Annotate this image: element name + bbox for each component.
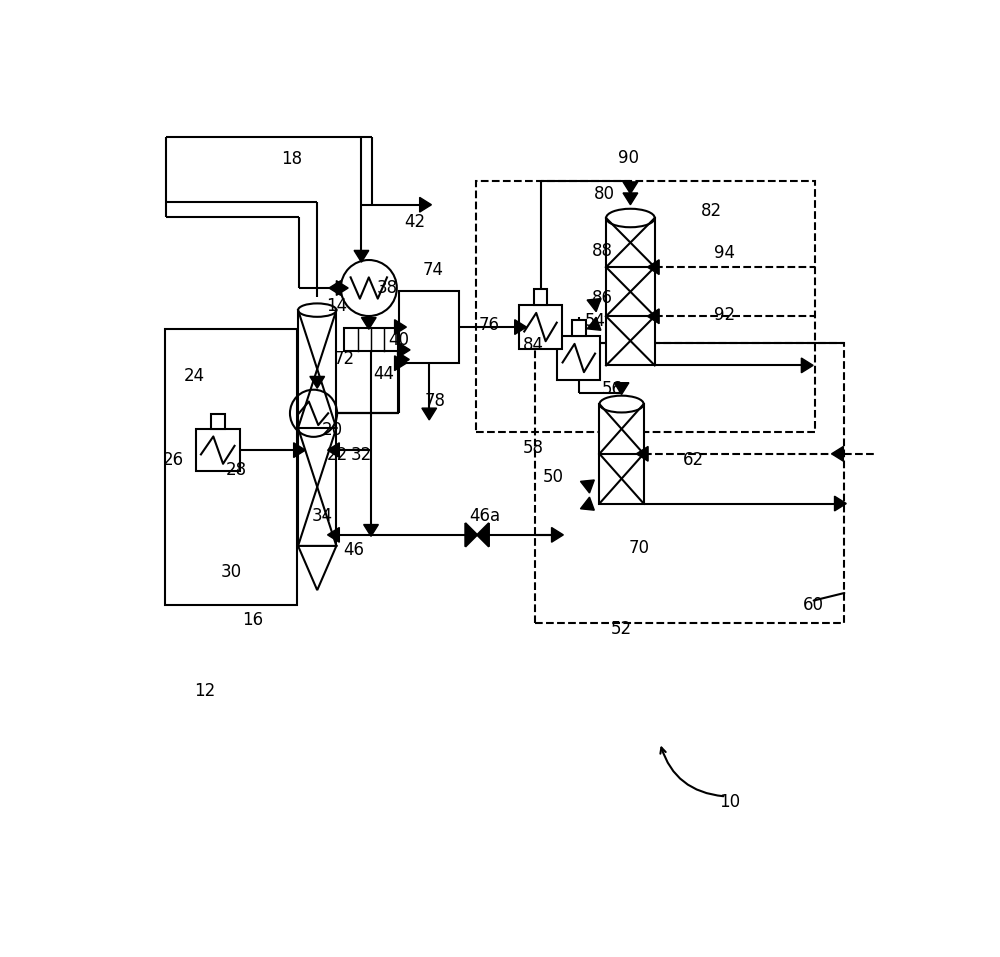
Polygon shape — [398, 343, 410, 357]
Bar — [476, 181, 815, 432]
Bar — [344, 328, 398, 351]
Text: 30: 30 — [220, 563, 242, 581]
Polygon shape — [398, 352, 409, 367]
Text: 92: 92 — [714, 306, 735, 324]
Polygon shape — [636, 446, 648, 461]
Text: 18: 18 — [281, 150, 302, 168]
Polygon shape — [832, 446, 843, 461]
Bar — [519, 305, 562, 349]
Text: 16: 16 — [243, 611, 264, 629]
Text: 22: 22 — [326, 446, 348, 464]
Polygon shape — [354, 251, 369, 262]
Text: 40: 40 — [388, 330, 409, 348]
Polygon shape — [420, 197, 431, 212]
Polygon shape — [328, 443, 339, 457]
Text: 94: 94 — [714, 244, 735, 262]
Polygon shape — [361, 318, 376, 329]
Text: 12: 12 — [194, 682, 215, 701]
Polygon shape — [395, 320, 406, 334]
Polygon shape — [580, 480, 594, 493]
Text: 38: 38 — [377, 279, 398, 297]
Text: 34: 34 — [312, 507, 333, 525]
Polygon shape — [422, 408, 437, 420]
Text: 76: 76 — [478, 316, 499, 334]
Text: 54: 54 — [585, 312, 606, 330]
Bar — [606, 218, 655, 366]
Bar — [165, 328, 297, 605]
Polygon shape — [395, 356, 406, 370]
Polygon shape — [294, 443, 305, 457]
Ellipse shape — [606, 209, 655, 227]
Polygon shape — [801, 358, 813, 373]
Bar — [211, 413, 225, 429]
Text: 56: 56 — [601, 380, 622, 398]
Text: 44: 44 — [373, 366, 394, 383]
Text: 84: 84 — [523, 336, 544, 354]
Polygon shape — [515, 320, 527, 334]
Text: 52: 52 — [611, 620, 632, 638]
Bar — [534, 289, 547, 305]
Polygon shape — [329, 280, 341, 296]
Polygon shape — [552, 527, 563, 543]
Text: 28: 28 — [226, 461, 247, 479]
Text: 14: 14 — [327, 298, 348, 316]
Text: 60: 60 — [803, 596, 824, 613]
Text: 58: 58 — [523, 439, 544, 456]
Ellipse shape — [298, 303, 336, 317]
Polygon shape — [587, 299, 601, 312]
Text: 46: 46 — [344, 541, 365, 559]
Polygon shape — [298, 545, 336, 590]
Ellipse shape — [599, 395, 644, 412]
Bar — [298, 310, 336, 545]
Bar — [535, 344, 844, 623]
Text: 26: 26 — [163, 451, 184, 469]
Polygon shape — [835, 496, 846, 511]
Polygon shape — [336, 280, 348, 296]
Text: 20: 20 — [321, 421, 343, 439]
Text: 82: 82 — [701, 202, 722, 220]
Text: 88: 88 — [592, 242, 613, 260]
Text: 86: 86 — [592, 289, 613, 306]
Text: 80: 80 — [594, 186, 615, 204]
Polygon shape — [647, 309, 659, 323]
Polygon shape — [614, 383, 629, 394]
Text: 78: 78 — [425, 391, 446, 410]
Text: 50: 50 — [543, 468, 564, 486]
Text: 90: 90 — [618, 148, 639, 167]
Bar — [572, 321, 586, 336]
Text: 72: 72 — [334, 350, 355, 368]
Polygon shape — [477, 523, 489, 546]
Polygon shape — [647, 259, 659, 275]
Text: 24: 24 — [184, 367, 205, 386]
Polygon shape — [623, 182, 638, 193]
Polygon shape — [310, 376, 325, 389]
Polygon shape — [580, 497, 594, 510]
Text: 10: 10 — [719, 792, 740, 811]
Polygon shape — [328, 527, 339, 543]
Text: 70: 70 — [629, 539, 650, 557]
Polygon shape — [465, 523, 477, 546]
Text: 62: 62 — [682, 451, 704, 469]
Bar — [196, 429, 240, 472]
Text: 74: 74 — [422, 260, 443, 278]
Polygon shape — [587, 317, 601, 330]
Text: 46a: 46a — [469, 507, 500, 525]
Text: 42: 42 — [405, 212, 426, 231]
Polygon shape — [623, 193, 638, 205]
Text: 32: 32 — [351, 446, 372, 464]
Bar — [599, 404, 644, 503]
Bar — [557, 336, 600, 380]
Polygon shape — [364, 524, 378, 536]
Bar — [399, 291, 459, 363]
